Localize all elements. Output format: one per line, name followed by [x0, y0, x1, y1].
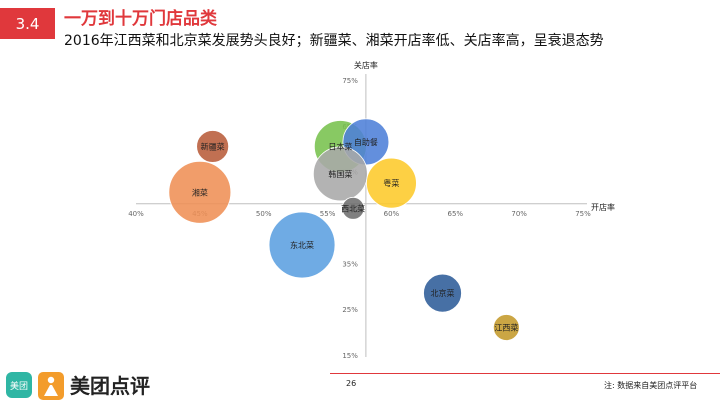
slide-subtitle: 2016年江西菜和北京菜发展势头良好；新疆菜、湘菜开店率低、关店率高，呈衰退态势 [64, 33, 604, 49]
bubble-label: 江西菜 [494, 323, 518, 333]
bubble [312, 146, 368, 202]
bubble-label: 北京菜 [431, 288, 455, 298]
x-tick-label: 65% [448, 210, 464, 218]
bubble [168, 160, 232, 224]
source-note: 注: 数据来自美团点评平台 [604, 381, 698, 390]
bubble [341, 196, 365, 220]
bubble-label: 西北菜 [341, 203, 365, 213]
logo-badge: 美团 [6, 372, 32, 398]
x-tick-label: 70% [511, 210, 527, 218]
bubble-label: 韩国菜 [328, 169, 352, 179]
slide-title: 一万到十万门店品类 [64, 9, 217, 29]
bubble-label: 自助餐 [354, 137, 378, 147]
y-axis-title: 关店率 [354, 60, 378, 70]
logo-text: 美团点评 [70, 374, 150, 398]
x-tick-label: 40% [128, 210, 144, 218]
y-tick-label: 75% [342, 77, 358, 85]
x-tick-label: 60% [384, 210, 400, 218]
bubble-label: 湘菜 [192, 187, 208, 197]
x-tick-label: 50% [256, 210, 272, 218]
bubble [366, 157, 417, 209]
bubble [492, 314, 520, 341]
x-tick-label: 55% [320, 210, 336, 218]
y-tick-label: 15% [342, 352, 358, 360]
bubble [423, 273, 462, 313]
meituan-dianping-logo-icon [38, 372, 64, 400]
x-axis-title: 开店率 [591, 202, 615, 212]
bubble-label: 新疆菜 [201, 141, 225, 151]
page-number: 26 [346, 379, 357, 388]
bubble [196, 130, 230, 163]
footer-divider [330, 373, 720, 374]
bubble [268, 211, 336, 279]
x-tick-label: 75% [575, 210, 591, 218]
y-tick-label: 35% [342, 260, 358, 268]
bubble-label: 粤菜 [383, 178, 399, 188]
y-tick-label: 25% [342, 306, 358, 314]
section-number: 3.4 [0, 8, 55, 39]
bubble-label: 东北菜 [290, 240, 314, 250]
bubble-label: 日本菜 [328, 141, 352, 151]
